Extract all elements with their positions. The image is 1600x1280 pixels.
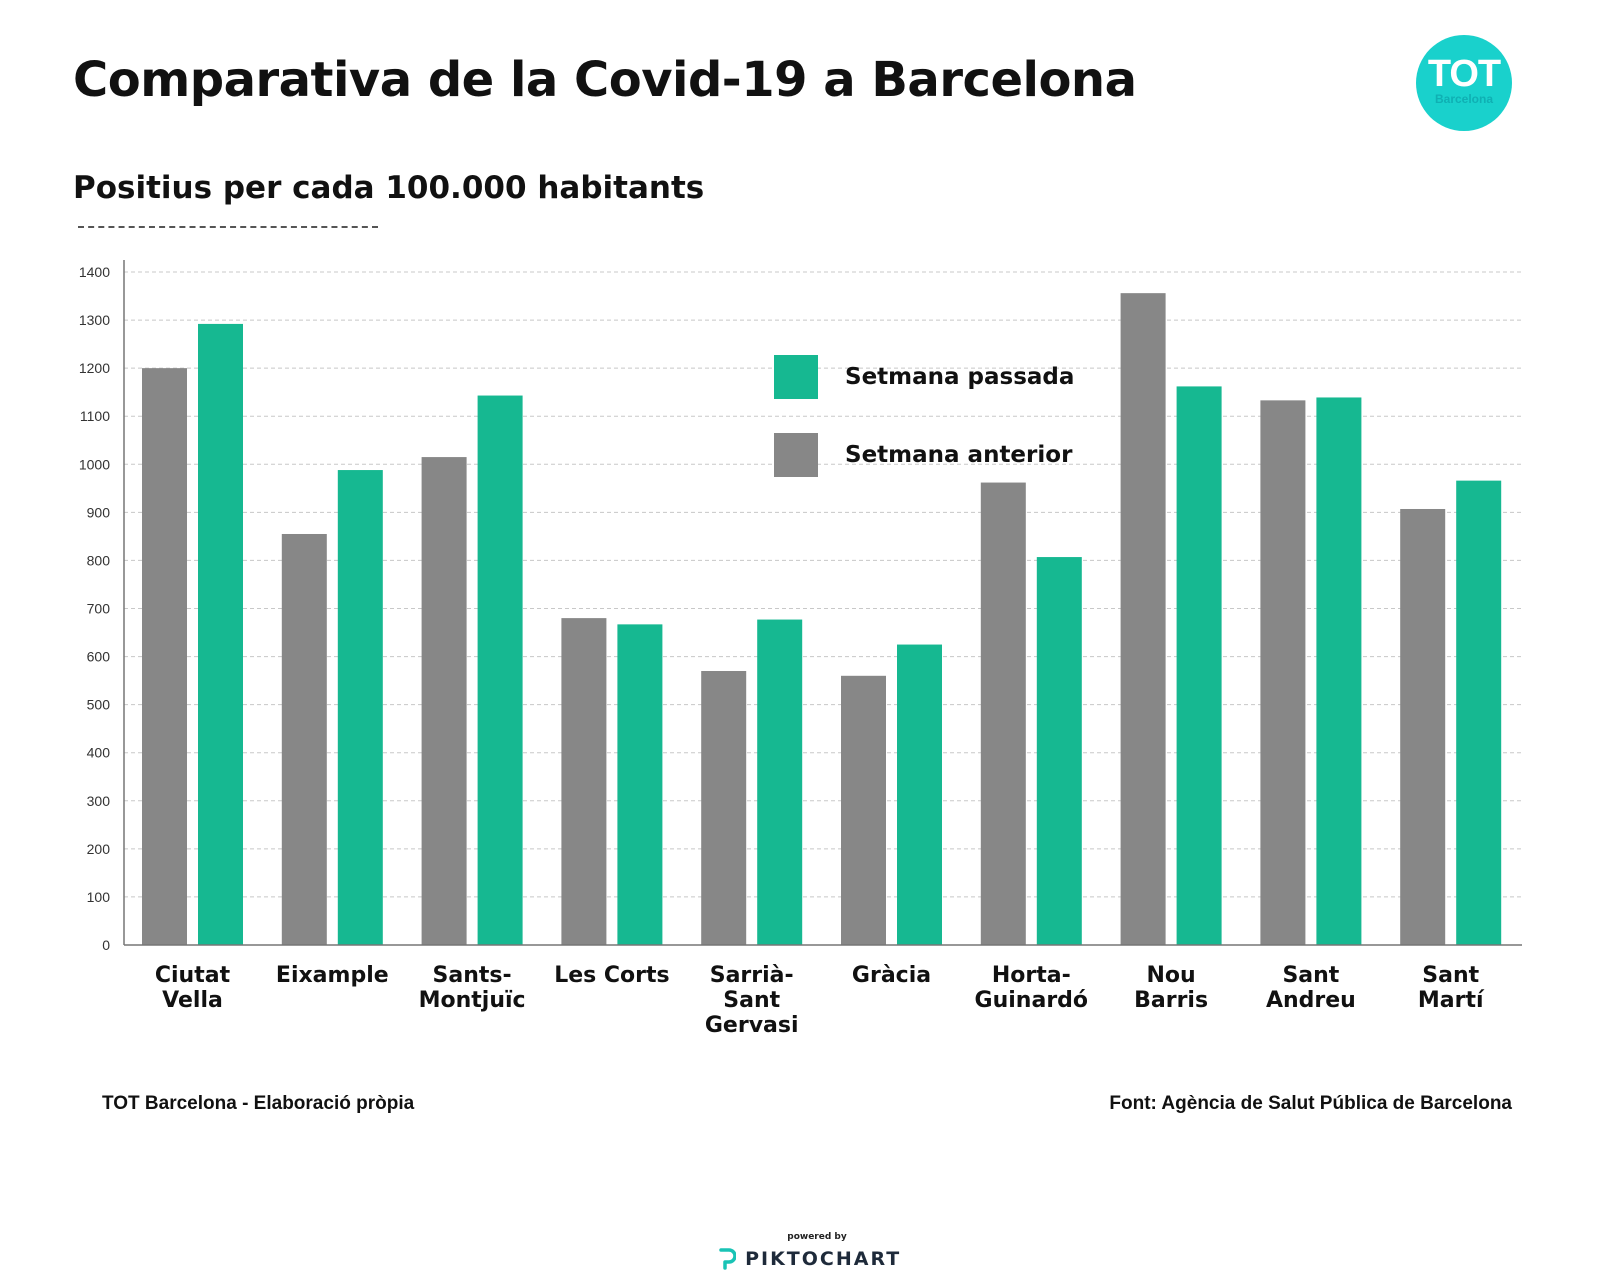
subtitle-divider — [78, 226, 378, 228]
y-tick-label: 100 — [87, 889, 111, 905]
y-tick-label: 800 — [87, 552, 111, 568]
x-category-label-line: Gervasi — [705, 1013, 799, 1038]
x-category-label-line: Martí — [1418, 988, 1485, 1013]
x-category-label-line: Horta- — [992, 963, 1071, 988]
bar-anterior — [421, 457, 467, 945]
legend-swatch — [774, 433, 818, 477]
x-category-label-line: Les Corts — [554, 963, 669, 988]
x-category-label: Les Corts — [554, 963, 669, 988]
piktochart-icon — [719, 1248, 736, 1270]
footer-source: Font: Agència de Salut Pública de Barcel… — [1109, 1093, 1512, 1114]
x-category-label: Gràcia — [852, 963, 931, 988]
powered-by-label: powered by — [787, 1232, 847, 1242]
x-category-label-line: Sants- — [433, 963, 512, 988]
bar-passada — [1036, 557, 1082, 945]
bar-anterior — [1260, 400, 1306, 945]
piktochart-wordmark: PIKTOCHART — [745, 1248, 902, 1270]
bar-passada — [1176, 386, 1222, 945]
x-category-label: Eixample — [276, 963, 389, 988]
y-tick-label: 300 — [87, 793, 111, 809]
x-category-label: Sant Andreu — [1266, 963, 1356, 1013]
y-tick-label: 0 — [102, 937, 110, 953]
bar-passada — [477, 395, 523, 945]
x-category-label-line: Sant — [1282, 963, 1339, 988]
x-category-label-line: Barris — [1134, 988, 1208, 1013]
bar-anterior — [561, 618, 607, 945]
x-category-label-line: Andreu — [1266, 988, 1356, 1013]
x-category-label-line: Guinardó — [975, 988, 1088, 1013]
chart-subtitle: Positius per cada 100.000 habitants — [73, 170, 705, 206]
y-tick-label: 1300 — [79, 312, 110, 328]
bar-anterior — [142, 368, 187, 946]
x-category-label: Horta-Guinardó — [975, 963, 1088, 1013]
x-category-label-line: Nou — [1146, 963, 1195, 988]
logo-sub-text: Barcelona — [1434, 92, 1494, 106]
y-tick-label: 600 — [87, 649, 111, 665]
x-category-label: Sarrià-Sant Gervasi — [705, 963, 799, 1038]
bar-anterior — [841, 675, 886, 945]
piktochart-brand: PIKTOCHART — [718, 1248, 901, 1278]
x-category-label: Ciutat Vella — [155, 963, 231, 1013]
logo-main-text: TOT — [1427, 53, 1501, 95]
x-category-label-line: Gràcia — [852, 963, 931, 988]
bar-anterior — [980, 482, 1026, 945]
bar-chart: 0 100 200 300 400 500 600 700 800 900 1000 1100 1200… — [79, 260, 1522, 1038]
y-tick-label: 1000 — [79, 456, 110, 472]
tot-barcelona-logo: TOT Barcelona — [1416, 35, 1512, 131]
legend-swatch — [774, 355, 818, 399]
x-category-label: Sants-Montjuïc — [419, 963, 526, 1013]
x-category-label-line: Ciutat — [155, 963, 231, 988]
y-tick-label: 500 — [87, 697, 111, 713]
x-category-label-line: Eixample — [276, 963, 389, 988]
page-title: Comparativa de la Covid-19 a Barcelona — [73, 52, 1137, 108]
x-category-label-line: Vella — [162, 988, 223, 1013]
legend-label: Setmana anterior — [845, 442, 1073, 468]
bar-passada — [198, 323, 243, 946]
y-tick-label: 1200 — [79, 360, 110, 376]
y-tick-label: 1400 — [79, 264, 110, 280]
x-category-label: Sant Martí — [1418, 963, 1485, 1013]
bar-passada — [1456, 480, 1502, 945]
footer-credit: TOT Barcelona - Elaboració pròpia — [102, 1093, 415, 1114]
bar-passada — [1316, 397, 1362, 945]
x-category-label-line: Montjuïc — [419, 988, 526, 1013]
y-tick-label: 400 — [87, 745, 111, 761]
y-tick-label: 1100 — [80, 408, 110, 424]
bar-anterior — [701, 670, 747, 945]
bar-passada — [757, 619, 803, 945]
legend-label: Setmana passada — [845, 364, 1074, 390]
bar-passada — [337, 470, 383, 945]
bar-passada — [897, 644, 942, 945]
x-category-label: Nou Barris — [1134, 963, 1208, 1013]
x-category-label-line: Sarrià- — [710, 963, 794, 988]
bar-passada — [617, 624, 663, 945]
y-tick-label: 900 — [87, 504, 111, 520]
x-category-label-line: Sant — [723, 988, 780, 1013]
bar-anterior — [1120, 293, 1166, 945]
bar-anterior — [281, 533, 327, 945]
x-category-label-line: Sant — [1422, 963, 1479, 988]
y-tick-label: 700 — [87, 601, 111, 617]
y-tick-label: 200 — [87, 841, 111, 857]
bar-anterior — [1400, 508, 1446, 945]
